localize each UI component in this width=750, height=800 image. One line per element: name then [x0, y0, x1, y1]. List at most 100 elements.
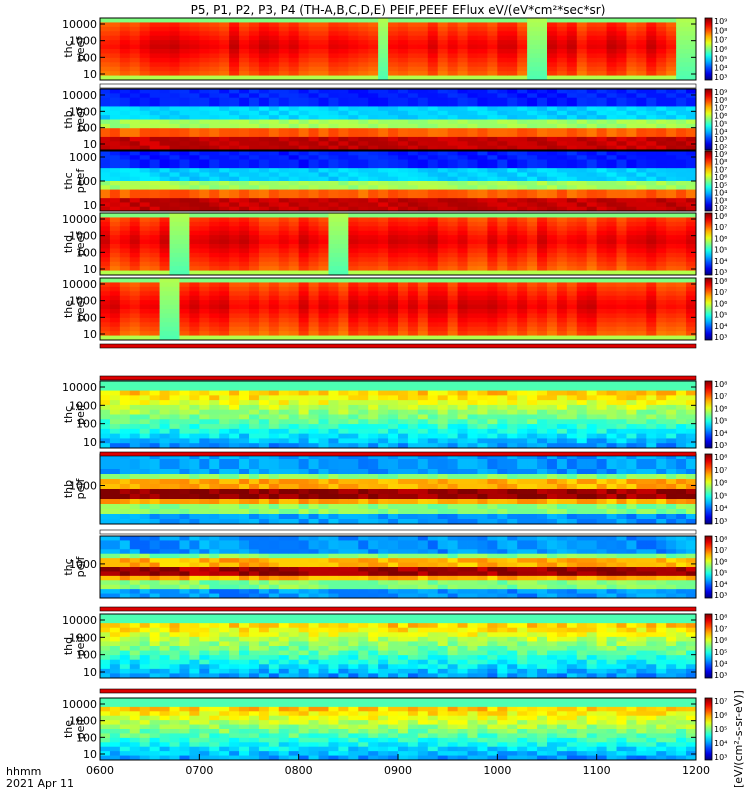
- heatmap-cell: [517, 409, 528, 415]
- heatmap-cell: [388, 132, 399, 138]
- heatmap-cell: [368, 317, 379, 323]
- heatmap-cell: [169, 286, 180, 292]
- heatmap-cell: [457, 213, 468, 218]
- heatmap-cell: [288, 414, 300, 420]
- heatmap-cell: [109, 62, 121, 68]
- heatmap-cell: [616, 304, 627, 310]
- heatmap-cell: [149, 110, 160, 116]
- heatmap-cell: [109, 110, 121, 116]
- heatmap-cell: [686, 221, 697, 227]
- heatmap-cell: [586, 300, 598, 305]
- heatmap-cell: [666, 136, 677, 142]
- heatmap-cell: [517, 270, 528, 276]
- heatmap-cell: [328, 244, 339, 249]
- heatmap-cell: [239, 89, 250, 94]
- heatmap-cell: [467, 49, 478, 54]
- heatmap-cell: [318, 53, 329, 59]
- heatmap-cell: [219, 71, 230, 76]
- heatmap-cell: [527, 424, 538, 430]
- heatmap-cell: [239, 322, 250, 328]
- heatmap-cell: [378, 145, 389, 151]
- heatmap-cell: [517, 322, 528, 328]
- heatmap-cell: [427, 217, 439, 223]
- heatmap-cell: [566, 381, 578, 387]
- heatmap-cell: [268, 18, 280, 23]
- heatmap-cell: [109, 395, 121, 401]
- heatmap-cell: [258, 206, 270, 212]
- heatmap-cell: [199, 198, 210, 203]
- heatmap-cell: [268, 286, 280, 292]
- heatmap-cell: [288, 75, 300, 81]
- heatmap-cell: [477, 230, 488, 236]
- heatmap-cell: [576, 326, 588, 332]
- heatmap-cell: [249, 304, 260, 310]
- heatmap-cell: [129, 226, 141, 232]
- heatmap-cell: [626, 115, 637, 120]
- heatmap-cell: [507, 53, 518, 59]
- heatmap-cell: [686, 151, 697, 156]
- heatmap-cell: [129, 331, 141, 336]
- heatmap-cell: [179, 244, 190, 249]
- heatmap-cell: [606, 110, 617, 116]
- heatmap-cell: [427, 44, 439, 50]
- heatmap-cell: [447, 326, 458, 332]
- heatmap-cell: [477, 385, 488, 391]
- heatmap-cell: [487, 409, 498, 415]
- heatmap-cell: [477, 40, 488, 45]
- heatmap-cell: [179, 18, 190, 23]
- heatmap-cell: [477, 335, 488, 341]
- heatmap-cell: [626, 206, 637, 212]
- heatmap-cell: [288, 409, 300, 415]
- heatmap-cell: [298, 414, 309, 420]
- heatmap-cell: [249, 317, 260, 323]
- heatmap-cell: [219, 35, 230, 41]
- heatmap-cell: [437, 151, 449, 156]
- heatmap-cell: [407, 230, 419, 236]
- heatmap-cell: [547, 381, 558, 387]
- heatmap-cell: [388, 136, 399, 142]
- heatmap-cell: [258, 226, 270, 232]
- heatmap-cell: [477, 176, 488, 182]
- heatmap-cell: [636, 309, 647, 314]
- heatmap-cell: [507, 409, 518, 415]
- heatmap-cell: [507, 49, 518, 54]
- heatmap-cell: [527, 317, 538, 323]
- heatmap-cell: [199, 155, 210, 160]
- heatmap-cell: [656, 295, 667, 301]
- heatmap-cell: [686, 270, 697, 276]
- heatmap-cell: [616, 57, 627, 63]
- heatmap-cell: [268, 239, 280, 245]
- heatmap-cell: [437, 221, 449, 227]
- heatmap-cell: [586, 159, 598, 165]
- heatmap-cell: [288, 309, 300, 314]
- heatmap-cell: [427, 424, 439, 430]
- heatmap-cell: [566, 75, 578, 81]
- heatmap-cell: [437, 438, 449, 444]
- heatmap-cell: [298, 35, 309, 41]
- heatmap-cell: [398, 438, 409, 444]
- heatmap-cell: [417, 128, 429, 133]
- heatmap-cell: [318, 163, 329, 169]
- heatmap-cell: [656, 128, 667, 133]
- heatmap-cell: [497, 326, 508, 332]
- heatmap-cell: [566, 282, 578, 288]
- heatmap-cell: [487, 385, 498, 391]
- heatmap-cell: [427, 400, 439, 406]
- heatmap-cell: [388, 424, 399, 430]
- heatmap-cell: [129, 102, 141, 107]
- heatmap-cell: [209, 428, 220, 435]
- colorbar-tick-label: 10⁶: [714, 45, 727, 54]
- heatmap-cell: [219, 261, 230, 267]
- heatmap-cell: [586, 123, 598, 129]
- heatmap-cell: [527, 385, 538, 391]
- heatmap-cell: [626, 257, 637, 263]
- heatmap-cell: [328, 226, 339, 232]
- heatmap-cell: [149, 151, 160, 156]
- heatmap-cell: [358, 106, 369, 112]
- heatmap-cell: [417, 278, 429, 283]
- heatmap-cell: [447, 119, 458, 125]
- heatmap-cell: [547, 71, 558, 76]
- heatmap-cell: [109, 163, 121, 169]
- heatmap-cell: [457, 270, 468, 276]
- heatmap-cell: [606, 97, 617, 103]
